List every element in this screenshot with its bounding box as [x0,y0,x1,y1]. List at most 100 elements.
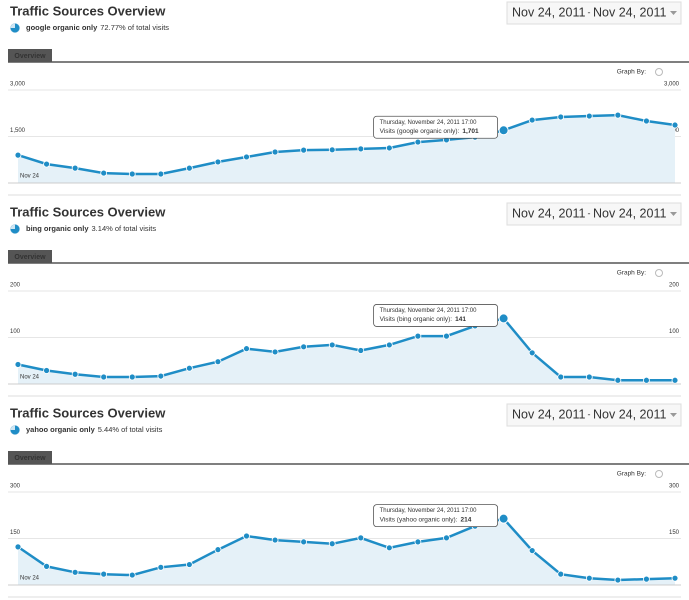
point[interactable] [300,343,308,351]
tab[interactable] [8,250,52,263]
point[interactable] [128,571,136,579]
point[interactable] [128,373,136,381]
point[interactable] [100,373,108,381]
segment-name: yahoo organic only [26,425,96,434]
dropdown-arrow [670,413,677,417]
date-picker[interactable] [506,403,682,427]
date-start: Nov 24, 2011 [512,5,585,19]
graph-by: Graph By: [617,471,646,478]
point[interactable] [528,547,536,554]
point[interactable] [385,341,393,349]
date-separator: - [588,409,591,419]
point[interactable] [157,372,165,380]
point[interactable] [243,345,250,353]
point[interactable] [271,536,279,544]
point[interactable] [614,576,622,584]
tab[interactable] [8,49,52,62]
point[interactable] [43,562,50,570]
point[interactable] [43,160,50,168]
point[interactable] [14,361,22,368]
point[interactable] [414,138,422,146]
point[interactable] [128,170,136,178]
point[interactable] [443,332,450,340]
point[interactable] [414,332,422,340]
point[interactable] [100,169,108,177]
point[interactable] [71,164,79,172]
point[interactable] [557,113,565,121]
point[interactable] [14,151,22,159]
point[interactable] [357,145,365,153]
y-tick-label: 300 [10,484,21,490]
point[interactable] [300,538,308,546]
area [18,115,675,183]
segment-icon-wedge [10,224,20,234]
graph-by-icon[interactable] [655,68,663,76]
point[interactable] [214,546,222,554]
point[interactable] [157,170,165,178]
tooltip-value: 141 [455,316,466,323]
point[interactable] [271,348,279,356]
graph-by-icon[interactable] [655,470,663,478]
tab-label: Overview [14,53,46,60]
tab[interactable] [8,451,52,464]
tooltip-value: 214 [461,516,472,523]
point[interactable] [528,116,536,124]
panel: Traffic Sources Overview yahoo organic on… [8,403,689,598]
point[interactable] [614,376,622,384]
point[interactable] [14,543,22,551]
point[interactable] [328,540,336,548]
line [17,316,675,382]
point[interactable] [614,111,622,119]
highlight-point [498,313,509,324]
point[interactable] [243,532,250,540]
point[interactable] [385,144,393,152]
point[interactable] [643,575,650,583]
point[interactable] [585,112,593,120]
y-tick-label: 3,000 [10,82,26,88]
point[interactable] [443,534,450,542]
panel: Traffic Sources Overview google organic o… [8,1,689,196]
point[interactable] [328,341,336,349]
date-picker[interactable] [506,202,682,226]
date-start: Nov 24, 2011 [512,407,585,421]
point[interactable] [528,349,536,357]
point[interactable] [671,376,679,384]
segment-icon-wedge [10,425,20,435]
point[interactable] [643,117,650,125]
point[interactable] [328,146,336,154]
point[interactable] [557,570,565,578]
point[interactable] [157,563,165,571]
date-picker[interactable] [506,1,682,25]
point[interactable] [185,164,193,172]
point[interactable] [214,358,222,366]
point[interactable] [414,538,422,546]
point[interactable] [671,574,679,582]
point[interactable] [271,148,279,156]
point[interactable] [100,570,108,578]
point[interactable] [643,376,650,384]
point[interactable] [585,574,593,582]
segment-note: 5.44% of total visits [98,425,163,434]
point[interactable] [214,158,222,166]
point[interactable] [71,370,79,378]
date-separator: - [588,7,591,17]
point[interactable] [671,121,679,129]
graph-by-icon[interactable] [655,269,663,277]
point[interactable] [185,561,193,568]
tooltip-label: Visits (yahoo organic only): [380,516,458,523]
point[interactable] [357,347,365,354]
x-tick-label: Nov 24 [20,576,40,582]
point[interactable] [185,364,193,372]
point[interactable] [43,367,50,374]
tooltip-box [373,504,499,528]
point[interactable] [385,544,393,552]
point[interactable] [585,373,593,381]
point[interactable] [300,146,308,154]
point[interactable] [357,534,365,542]
point[interactable] [71,568,79,576]
point[interactable] [243,153,250,161]
line [17,517,676,582]
x-tick-label: Nov 24 [20,174,40,180]
tooltip-box [373,304,499,327]
point[interactable] [557,373,565,381]
